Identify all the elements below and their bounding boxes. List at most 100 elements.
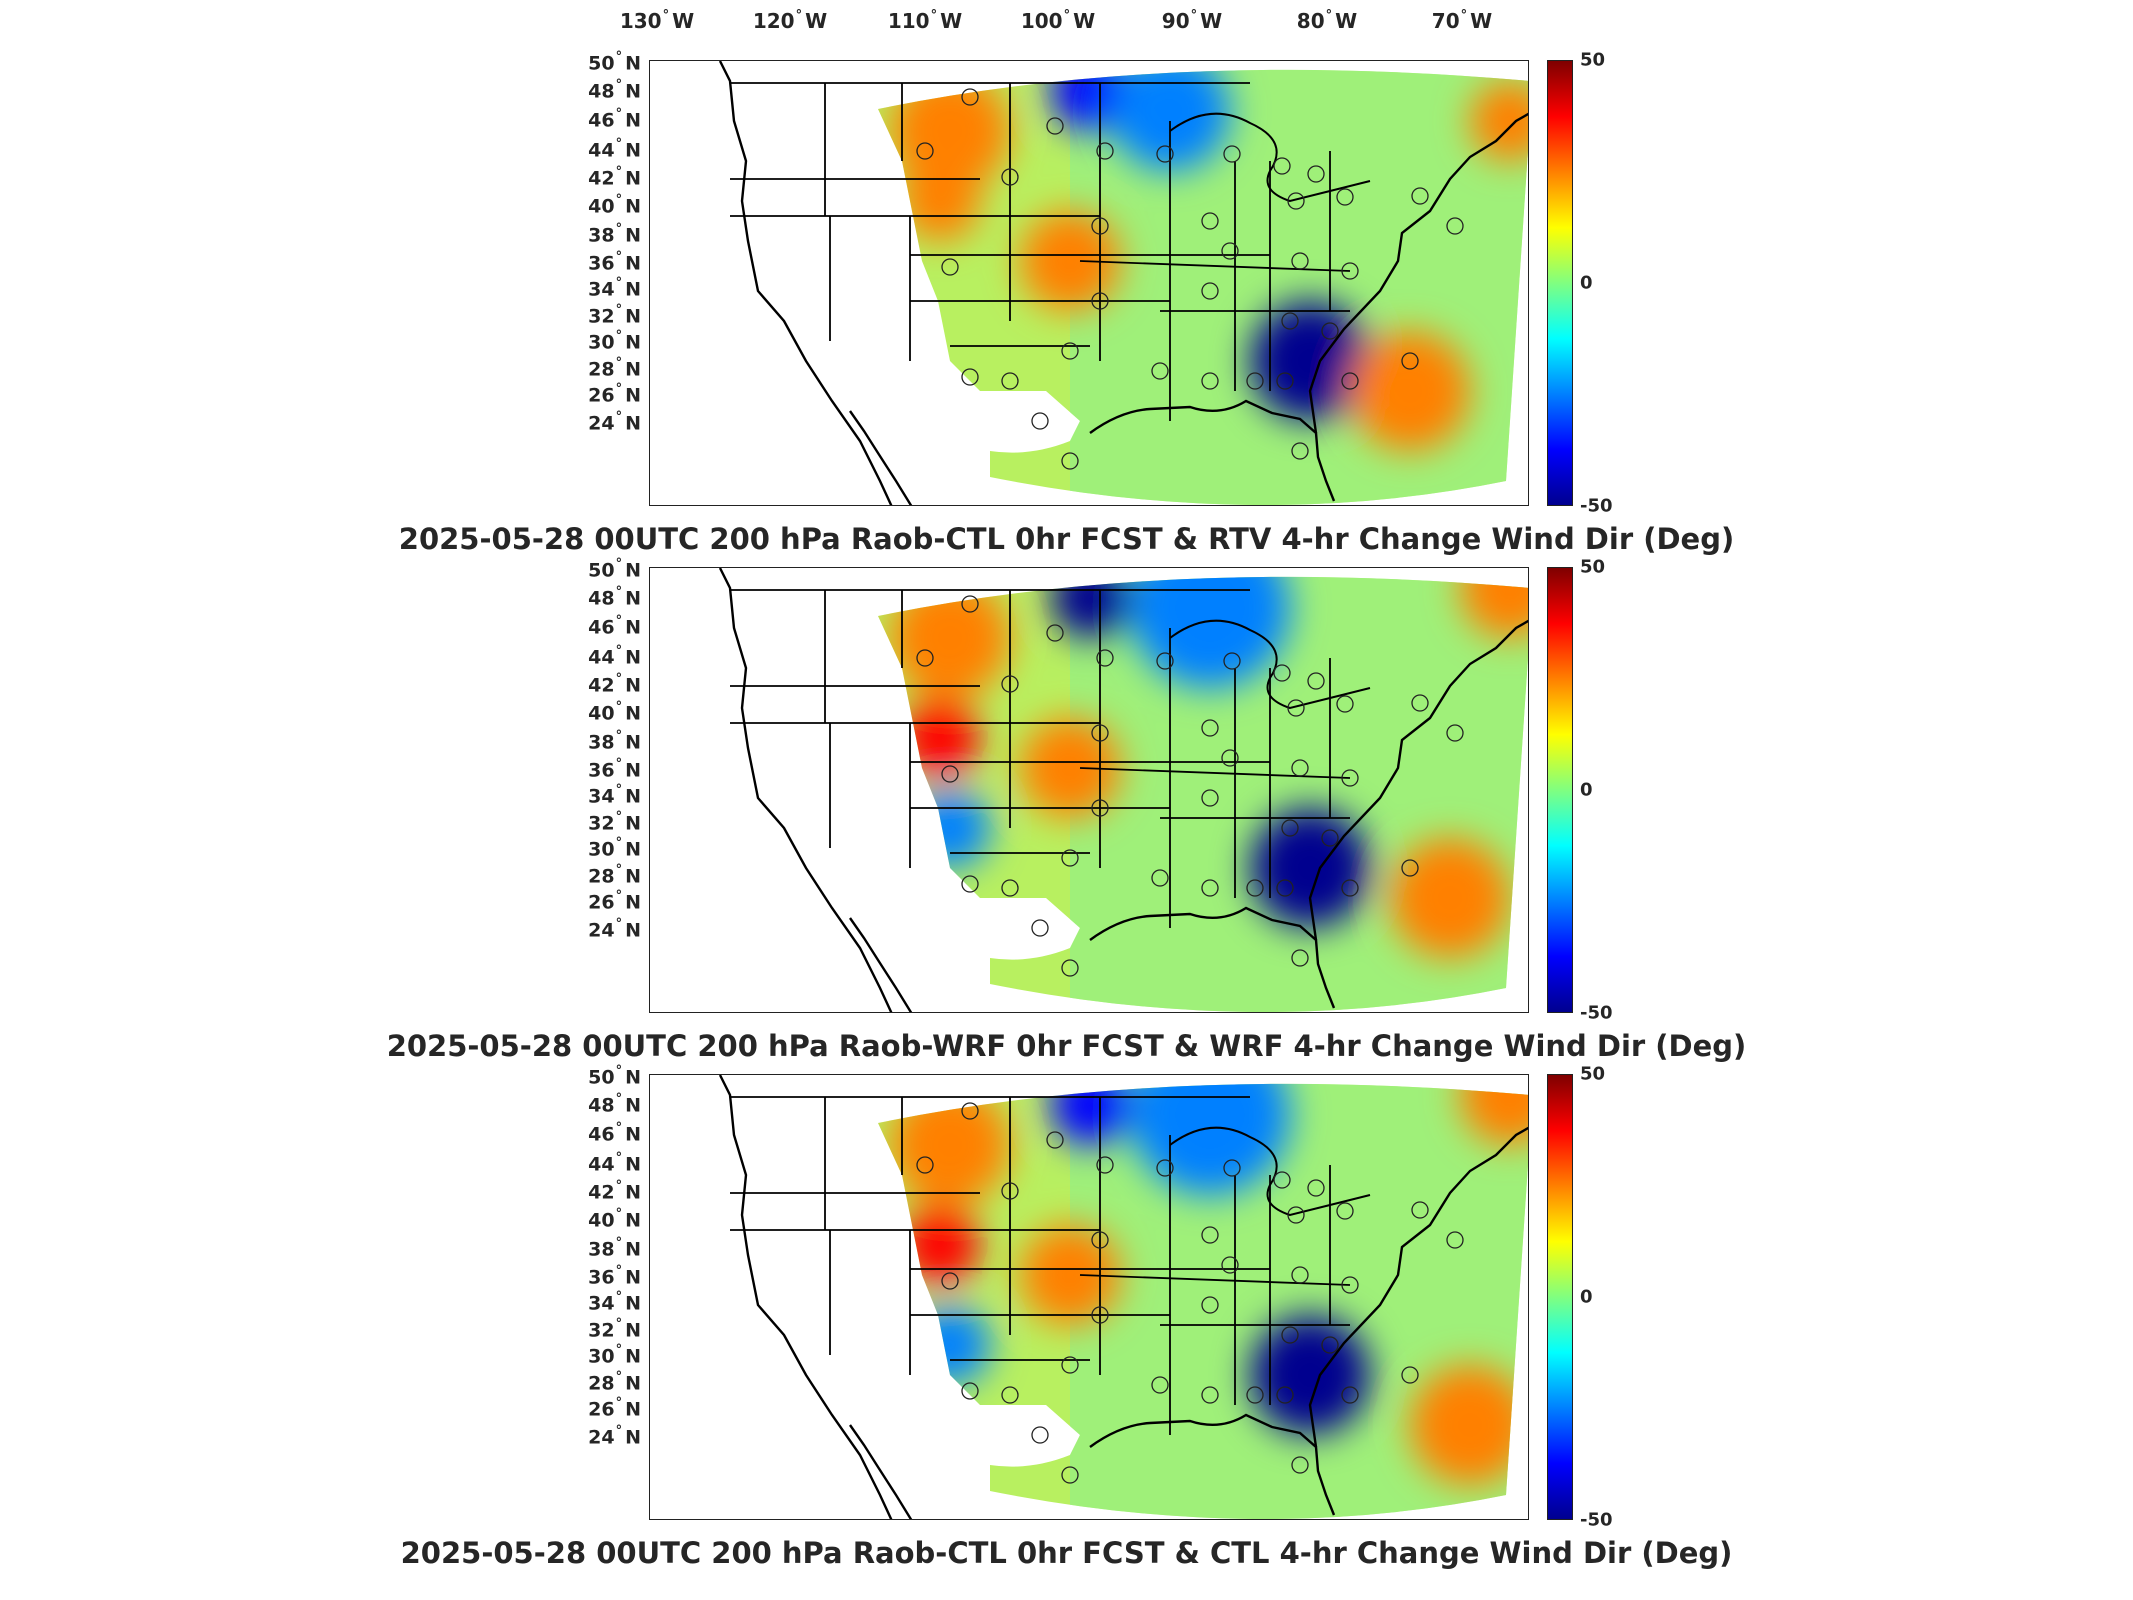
lat-label-30n: 30° N <box>588 328 641 354</box>
lon-label-100w: 100° W <box>1020 8 1096 33</box>
station-marker <box>1221 1256 1239 1274</box>
station-marker <box>1061 342 1079 360</box>
longitude-axis: 130° W 120° W 110° W 100° W 90° W 80° W 70° W <box>0 8 2133 36</box>
anomaly-patch <box>910 1305 990 1385</box>
station-marker <box>1091 217 1109 235</box>
station-marker <box>1201 372 1219 390</box>
lat-label-34n: 34° N <box>588 275 641 301</box>
station-marker <box>1291 442 1309 460</box>
anomaly-patch <box>1020 1225 1120 1325</box>
lat-label-24n: 24° N <box>588 409 641 435</box>
station-marker <box>1446 217 1464 235</box>
station-marker <box>1246 1386 1264 1404</box>
station-marker <box>1201 789 1219 807</box>
station-marker <box>961 88 979 106</box>
station-marker <box>1401 859 1419 877</box>
station-marker <box>1031 1426 1049 1444</box>
lat-label-36n: 36° N <box>588 756 641 782</box>
map-boundaries <box>718 1075 1528 1519</box>
state-border <box>1079 260 1351 272</box>
anomaly-patch <box>910 788 990 868</box>
station-marker <box>1341 1276 1359 1294</box>
station-marker <box>1273 157 1291 175</box>
station-marker <box>1291 759 1309 777</box>
anomaly-patch <box>1250 1315 1370 1435</box>
anomaly-patch <box>890 1085 1010 1205</box>
station-marker <box>916 1156 934 1174</box>
station-marker <box>1001 675 1019 693</box>
map-panel-3: 2025-05-28 00UTC 200 hPa Raob-CTL 0hr FC… <box>0 1058 2133 1571</box>
station-marker <box>1061 1466 1079 1484</box>
lat-label-28n: 28° N <box>588 1369 641 1395</box>
station-marker <box>1156 652 1174 670</box>
station-marker <box>961 368 979 386</box>
lat-label-38n: 38° N <box>588 221 641 247</box>
lat-label-42n: 42° N <box>588 1178 641 1204</box>
map-panel-2: 2025-05-28 00UTC 200 hPa Raob-WRF 0hr FC… <box>0 551 2133 1064</box>
lat-label-40n: 40° N <box>588 699 641 725</box>
anomaly-patch <box>1110 69 1230 171</box>
anomaly-patch <box>1020 211 1120 311</box>
station-marker <box>1446 724 1464 742</box>
station-marker <box>1046 117 1064 135</box>
station-marker <box>1061 959 1079 977</box>
lat-label-28n: 28° N <box>588 862 641 888</box>
station-marker <box>1321 829 1339 847</box>
lat-label-26n: 26° N <box>588 1395 641 1421</box>
coastline <box>718 568 893 1012</box>
colorbar-2 <box>1547 567 1573 1013</box>
station-marker <box>1001 1386 1019 1404</box>
station-marker <box>1221 749 1239 767</box>
great-lakes <box>1169 112 1371 203</box>
station-marker <box>1091 724 1109 742</box>
station-marker <box>1276 372 1294 390</box>
station-marker <box>1336 1202 1354 1220</box>
station-marker <box>1201 879 1219 897</box>
station-marker <box>1281 1326 1299 1344</box>
wind-direction-map-2 <box>649 567 1529 1013</box>
raob-stations <box>916 88 1464 470</box>
anomaly-patch <box>900 161 980 241</box>
station-marker <box>1001 168 1019 186</box>
anomaly-patch <box>1350 331 1470 451</box>
coastline <box>1089 1413 1336 1516</box>
lon-label-120w: 120° W <box>752 8 828 33</box>
station-marker <box>1401 352 1419 370</box>
station-marker <box>1246 372 1264 390</box>
lat-label-26n: 26° N <box>588 888 641 914</box>
lat-label-44n: 44° N <box>588 643 641 669</box>
anomaly-patch <box>1460 1083 1528 1145</box>
wind-direction-map-3 <box>649 1074 1529 1520</box>
station-marker <box>1341 372 1359 390</box>
station-marker <box>961 875 979 893</box>
station-marker <box>1031 412 1049 430</box>
station-marker <box>1401 1366 1419 1384</box>
station-marker <box>916 649 934 667</box>
colorbar-tick-0: 0 <box>1580 779 1593 801</box>
station-marker <box>916 142 934 160</box>
raob-stations <box>916 1102 1464 1484</box>
station-marker <box>1273 1171 1291 1189</box>
lat-label-30n: 30° N <box>588 835 641 861</box>
anomaly-patch <box>890 578 1010 698</box>
station-marker <box>1061 452 1079 470</box>
station-marker <box>1223 1159 1241 1177</box>
lon-label-130w: 130° W <box>619 8 695 33</box>
map-boundaries <box>718 568 1528 1012</box>
station-marker <box>1336 188 1354 206</box>
station-marker <box>961 1102 979 1120</box>
station-marker <box>1281 312 1299 330</box>
wind-dir-field <box>878 1083 1528 1519</box>
station-marker <box>1287 1206 1305 1224</box>
coastline <box>1308 112 1528 434</box>
colorbar-1 <box>1547 60 1573 506</box>
anomaly-patch <box>900 1205 980 1285</box>
lat-label-42n: 42° N <box>588 671 641 697</box>
great-lakes <box>1169 1126 1371 1217</box>
lat-label-50n: 50° N <box>588 556 641 582</box>
coastline <box>849 917 913 1012</box>
lat-label-34n: 34° N <box>588 782 641 808</box>
colorbar-tick-50: 50 <box>1580 1063 1606 1085</box>
station-marker <box>1201 282 1219 300</box>
station-marker <box>1411 694 1429 712</box>
